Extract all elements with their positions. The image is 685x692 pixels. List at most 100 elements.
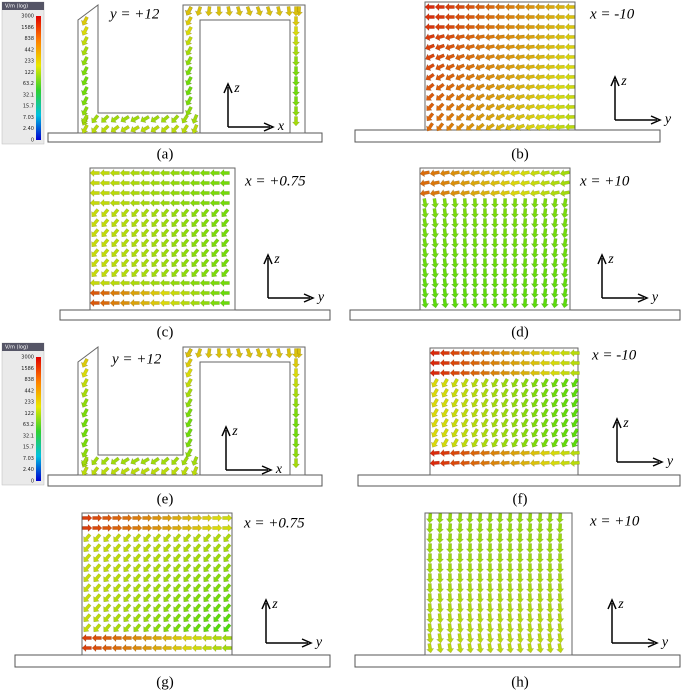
field-arrow (491, 418, 499, 428)
field-arrow (485, 523, 494, 534)
field-arrow (131, 258, 140, 268)
field-arrow (531, 418, 539, 428)
field-arrow (185, 448, 193, 458)
field-arrow (459, 348, 470, 358)
field-arrow (185, 76, 193, 86)
field-arrow (201, 218, 210, 228)
field-arrow (489, 348, 500, 358)
field-arrow (516, 593, 525, 604)
field-arrow (445, 553, 455, 564)
field-arrow (451, 398, 459, 408)
field-arrow (151, 248, 160, 258)
field-arrow (435, 553, 445, 564)
plane-label: x = -10 (589, 6, 635, 22)
field-arrow (520, 228, 529, 239)
field-arrow (520, 218, 529, 229)
field-arrow (169, 198, 180, 208)
field-arrow (189, 178, 200, 188)
field-arrow (526, 643, 535, 654)
field-arrow (101, 124, 110, 133)
field-arrow (173, 553, 182, 563)
field-arrow (181, 248, 190, 258)
colorbar-label: 0 (31, 479, 34, 485)
field-arrow (479, 449, 490, 458)
field-arrow (92, 523, 103, 533)
field-arrow (120, 114, 130, 123)
field-arrow (123, 563, 132, 573)
field-arrow (185, 358, 193, 368)
field-arrow (425, 563, 435, 574)
field-arrow (291, 408, 301, 419)
field-arrow (495, 543, 505, 554)
field-arrow (173, 583, 182, 593)
field-arrow (191, 238, 200, 248)
field-arrow (129, 198, 140, 208)
field-arrow (190, 465, 199, 476)
field-arrow (480, 208, 490, 219)
field-arrow (171, 228, 180, 238)
field-arrow (510, 288, 520, 299)
field-arrow (521, 408, 529, 418)
field-arrow (470, 208, 480, 219)
field-arrow (82, 513, 93, 523)
field-arrow (506, 643, 515, 654)
field-arrow (510, 258, 520, 269)
field-arrow (193, 563, 202, 573)
field-arrow (209, 288, 220, 298)
field-arrow (426, 643, 435, 654)
field-arrow (470, 198, 480, 209)
field-arrow (102, 523, 113, 533)
field-arrow (555, 573, 565, 584)
field-arrow (475, 533, 485, 544)
field-arrow (535, 543, 545, 554)
field-arrow (515, 583, 525, 594)
field-arrow (540, 208, 549, 219)
field-arrow (120, 124, 130, 133)
field-arrow (213, 573, 222, 583)
field-arrow (469, 189, 480, 198)
field-arrow (505, 533, 515, 544)
axis-vertical-head (607, 598, 617, 610)
axis-vertical-head (610, 75, 620, 87)
field-arrow (519, 449, 530, 458)
field-arrow (103, 533, 112, 543)
field-arrow (81, 95, 89, 106)
field-arrow (534, 93, 545, 102)
field-arrow (466, 613, 475, 624)
field-arrow (83, 623, 92, 633)
field-arrow (485, 563, 495, 574)
field-arrow (481, 428, 489, 438)
field-arrow (446, 102, 455, 111)
field-arrow (490, 228, 500, 239)
field-arrow (235, 5, 244, 17)
field-arrow (130, 115, 140, 123)
field-arrow (516, 613, 525, 624)
field-arrow (540, 228, 549, 239)
field-arrow (112, 513, 123, 523)
field-arrow (474, 12, 485, 22)
field-arrow (455, 83, 465, 91)
field-arrow (485, 553, 495, 564)
field-arrow (209, 198, 220, 208)
field-arrow (549, 368, 560, 378)
field-arrow (133, 623, 142, 633)
field-arrow (490, 278, 500, 289)
panel-caption: (c) (157, 324, 174, 340)
field-arrow (456, 112, 465, 121)
field-arrow (564, 92, 575, 102)
field-arrow (554, 83, 565, 92)
field-arrow (169, 288, 180, 298)
field-arrow (441, 298, 450, 309)
field-arrow (465, 63, 476, 72)
field-arrow (495, 553, 505, 564)
field-arrow (530, 268, 539, 279)
field-arrow (544, 113, 555, 122)
field-arrow (143, 593, 152, 603)
field-arrow (81, 407, 89, 418)
field-arrow (525, 523, 534, 534)
field-arrow (451, 208, 460, 219)
field-arrow (445, 533, 455, 544)
field-arrow (554, 93, 565, 102)
field-arrow (524, 12, 535, 22)
field-arrow (564, 102, 575, 112)
